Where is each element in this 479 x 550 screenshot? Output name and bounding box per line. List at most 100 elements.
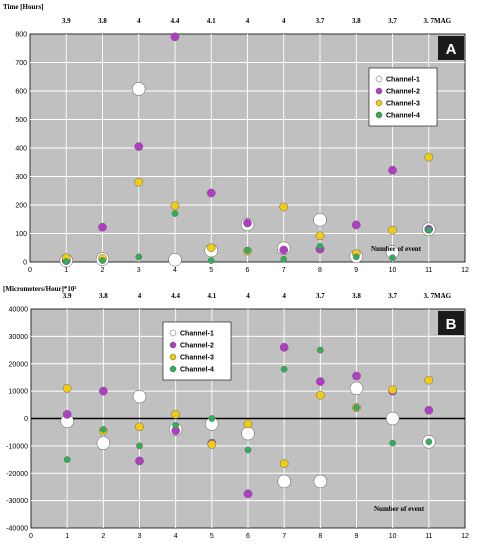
magnitude-label: 4.1 <box>207 292 216 300</box>
magnitude-label: 4 <box>138 292 142 300</box>
x-tick-label: 11 <box>425 267 432 274</box>
magnitude-label: 4 <box>282 17 286 25</box>
point-channel-4 <box>425 438 433 446</box>
panel-b-badge-letter: B <box>446 316 457 333</box>
legend-label: Channel-4 <box>386 113 420 120</box>
magnitude-label: 3.8 <box>98 17 107 25</box>
point-channel-4 <box>389 254 396 262</box>
point-channel-4 <box>207 257 215 264</box>
point-channel-1 <box>277 474 291 489</box>
point-channel-4 <box>316 242 324 250</box>
magnitude-label: 4.4 <box>171 17 180 25</box>
point-channel-4 <box>63 456 71 463</box>
point-channel-3 <box>315 231 325 241</box>
point-channel-4 <box>352 253 360 261</box>
point-channel-1 <box>241 426 255 441</box>
y-tick-label: 40000 <box>9 307 29 314</box>
panel-b-mag-label: MAG <box>434 292 452 300</box>
point-channel-3 <box>388 225 397 235</box>
point-channel-4 <box>353 404 360 411</box>
magnitude-label: 3.7 <box>316 17 325 25</box>
x-tick-label: 12 <box>461 267 469 274</box>
point-channel-2 <box>243 489 253 499</box>
point-channel-3 <box>62 384 72 393</box>
point-channel-2 <box>279 342 289 352</box>
x-tick-label: 2 <box>101 533 105 540</box>
panel-a-badge-letter: A <box>446 41 457 58</box>
legend-label: Channel-1 <box>386 77 420 84</box>
x-tick-label: 6 <box>246 267 250 274</box>
legend-marker-channel-4 <box>169 365 177 373</box>
point-channel-1 <box>168 252 182 267</box>
x-tick-label: 4 <box>174 533 178 540</box>
point-channel-2 <box>279 245 289 255</box>
x-tick-label: 4 <box>173 267 177 274</box>
point-channel-3 <box>170 201 180 211</box>
point-channel-3 <box>134 177 144 187</box>
magnitude-label: 3.9 <box>62 17 71 25</box>
magnitude-label: 3. 7 <box>424 17 435 25</box>
point-channel-3 <box>206 243 216 253</box>
point-channel-1 <box>132 82 146 96</box>
point-channel-1 <box>385 411 400 426</box>
magnitude-label: 4 <box>282 292 286 300</box>
point-channel-1 <box>349 381 364 396</box>
panel-a-y-axis-label: Time [Hours] <box>3 3 44 11</box>
x-tick-label: 7 <box>282 267 286 274</box>
panel-a-badge: A <box>438 36 464 60</box>
legend-marker-channel-3 <box>375 99 383 107</box>
legend-marker-channel-1 <box>169 329 177 337</box>
point-channel-4 <box>171 210 179 217</box>
y-tick-label: 300 <box>15 174 27 181</box>
x-tick-label: 2 <box>101 267 105 274</box>
y-tick-label: 700 <box>15 60 27 67</box>
point-channel-4 <box>280 255 288 263</box>
point-channel-2 <box>388 165 397 175</box>
panel-b-badge-box <box>438 311 464 335</box>
point-channel-3 <box>135 422 144 432</box>
x-tick-label: 11 <box>425 533 432 540</box>
magnitude-label: 4 <box>137 17 141 25</box>
panel-b-legend: Channel-1 Channel-2 Channel-3 Channel-4 <box>162 321 232 381</box>
magnitude-label: 4.4 <box>171 292 180 300</box>
point-channel-2 <box>135 456 144 466</box>
point-channel-2 <box>424 405 434 415</box>
point-channel-4 <box>99 426 107 433</box>
x-tick-label: 0 <box>28 267 32 274</box>
legend-marker-channel-1 <box>375 75 383 83</box>
point-channel-4 <box>316 346 324 354</box>
y-tick-label: 100 <box>15 231 27 238</box>
point-channel-4 <box>135 253 143 261</box>
x-tick-label: 1 <box>65 533 69 540</box>
x-tick-label: 10 <box>389 533 397 540</box>
x-tick-label: 3 <box>137 267 141 274</box>
magnitude-label: 4 <box>246 17 250 25</box>
panel-a-badge-box <box>438 36 464 60</box>
panel-a-points <box>59 32 436 268</box>
legend-label: Channel-4 <box>180 367 214 374</box>
x-tick-label: 12 <box>461 533 469 540</box>
magnitude-label: 3.8 <box>99 292 108 300</box>
point-channel-4 <box>389 439 397 447</box>
y-tick-label: 30000 <box>9 334 29 341</box>
point-channel-3 <box>315 390 325 400</box>
x-tick-label: 6 <box>246 533 250 540</box>
panel-b-magnitudes: 3.9 3.8 4 4.4 4.1 4 4 3.7 3.8 3.7 3. 7 <box>63 292 435 300</box>
point-channel-4 <box>208 415 216 422</box>
panel-a-x-axis-label: Number of event <box>371 245 422 253</box>
point-channel-1 <box>313 213 327 227</box>
x-tick-label: 7 <box>282 533 286 540</box>
point-channel-3 <box>243 419 253 429</box>
magnitude-label: 3. 7 <box>424 292 435 300</box>
point-channel-3 <box>424 375 434 385</box>
y-tick-label: -20000 <box>6 471 28 478</box>
panel-b-ticks: 0 1 2 3 4 5 6 7 8 9 10 11 12-40000-30000-20000-10000… <box>6 307 469 541</box>
y-tick-label: -10000 <box>6 443 28 450</box>
panel-b-points <box>60 342 436 499</box>
y-tick-label: 20000 <box>9 361 29 368</box>
point-channel-2 <box>98 386 108 396</box>
y-tick-label: 200 <box>15 203 27 210</box>
point-channel-3 <box>388 385 398 395</box>
x-tick-label: 10 <box>389 267 397 274</box>
